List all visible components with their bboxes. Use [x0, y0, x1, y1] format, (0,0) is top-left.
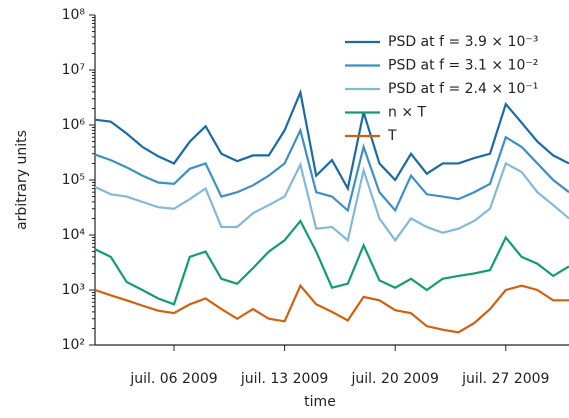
x-tick-label: juil. 06 2009: [129, 371, 217, 387]
series-line: [94, 127, 569, 213]
y-tick-label: 10⁵: [62, 172, 85, 188]
series-line: [94, 88, 569, 192]
y-tick-label: 10²: [62, 337, 85, 353]
legend-label: PSD at f = 3.1 × 10⁻²: [388, 58, 538, 74]
x-tick-label: juil. 27 2009: [461, 371, 549, 387]
y-tick-label: 10⁶: [62, 117, 86, 133]
series-line: [94, 283, 569, 334]
y-tick-label: 10⁸: [62, 7, 86, 23]
y-tick-label: 10⁴: [62, 227, 86, 243]
x-axis-label: time: [304, 394, 336, 410]
legend-label: T: [387, 128, 397, 144]
y-tick-label: 10³: [62, 282, 85, 298]
x-tick-label: juil. 20 2009: [351, 371, 439, 387]
legend-label: PSD at f = 3.9 × 10⁻³: [388, 34, 538, 50]
series-line: [94, 161, 569, 243]
legend-label: PSD at f = 2.4 × 10⁻¹: [388, 81, 538, 97]
y-axis-label: arbitrary units: [14, 130, 30, 230]
series-line: [94, 218, 569, 306]
x-tick-label: juil. 13 2009: [240, 371, 328, 387]
y-tick-label: 10⁷: [62, 62, 85, 78]
legend-label: n × T: [388, 105, 427, 121]
